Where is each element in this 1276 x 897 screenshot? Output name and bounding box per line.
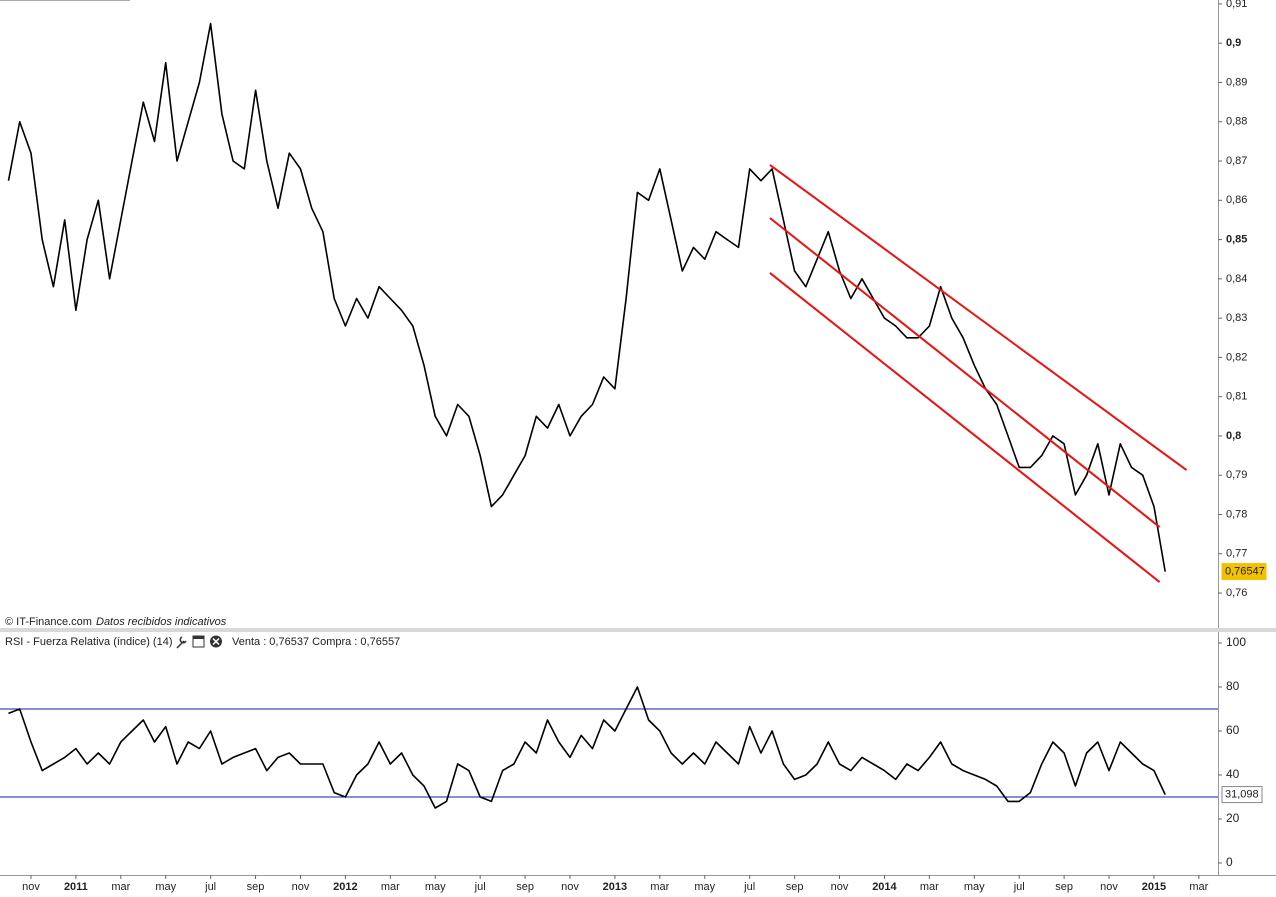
rsi-header bbox=[0, 632, 1218, 651]
x-tick-label: sep bbox=[247, 881, 265, 893]
window-icon-bar bbox=[193, 636, 204, 639]
x-tick-label: 2013 bbox=[603, 881, 627, 893]
settings-icon[interactable] bbox=[176, 636, 187, 649]
y-tick-label: 0,87 bbox=[1226, 155, 1247, 167]
x-tick-label: mar bbox=[111, 881, 130, 893]
channel-line bbox=[769, 164, 1188, 471]
x-tick-label: jul bbox=[1013, 881, 1025, 893]
y-tick-label: 0,76 bbox=[1226, 587, 1247, 599]
y-tick-label: 20 bbox=[1226, 811, 1240, 825]
source: © IT-Finance.com bbox=[5, 616, 92, 628]
rsi-tools[interactable] bbox=[176, 635, 222, 649]
x-tick-label: 2011 bbox=[64, 881, 88, 893]
y-tick-label: 0,88 bbox=[1226, 116, 1247, 128]
rsi-title: RSI - Fuerza Relativa (índice) (14) bbox=[5, 636, 173, 648]
x-tick-label: may bbox=[155, 881, 176, 893]
close-icon-x bbox=[212, 637, 220, 646]
x-tick-label: may bbox=[694, 881, 715, 893]
x-tick-label: sep bbox=[786, 881, 804, 893]
x-tick-label: 2014 bbox=[872, 881, 897, 893]
last-value-box bbox=[1221, 786, 1263, 804]
x-tick-label: sep bbox=[1055, 881, 1073, 893]
x-tick-label: sep bbox=[516, 881, 534, 893]
y-tick-label: 0 bbox=[1226, 855, 1233, 869]
quote: Venta : 0,76537 Compra : 0,76557 bbox=[232, 636, 400, 648]
y-tick-label: 100 bbox=[1226, 635, 1246, 649]
channel-line bbox=[769, 217, 1161, 528]
x-tick-label: nov bbox=[22, 881, 40, 893]
x-tick-label: may bbox=[964, 881, 985, 893]
x-tick-label: 2015 bbox=[1142, 881, 1166, 893]
series-line bbox=[8, 686, 1166, 809]
series-line bbox=[7, 22, 1166, 572]
y-tick-label: 0,79 bbox=[1226, 469, 1247, 481]
x-tick-label: mar bbox=[920, 881, 939, 893]
x-tick-label: may bbox=[425, 881, 446, 893]
x-tick-label: jul bbox=[204, 881, 216, 893]
y-tick-label: 0,83 bbox=[1226, 312, 1247, 324]
last-value-label: 0,76547 bbox=[1225, 565, 1265, 577]
x-tick-label: jul bbox=[474, 881, 486, 893]
y-tick-label: 60 bbox=[1226, 723, 1240, 737]
x-tick-label: nov bbox=[1100, 881, 1118, 893]
last-value-box bbox=[1221, 563, 1267, 581]
x-tick-label: mar bbox=[1189, 881, 1208, 893]
y-tick-label: 0,86 bbox=[1226, 194, 1247, 206]
x-tick-label: nov bbox=[561, 881, 579, 893]
y-tick-label: 0,78 bbox=[1226, 508, 1247, 520]
y-tick-label: 0,85 bbox=[1226, 233, 1247, 245]
y-tick-label: 0,81 bbox=[1226, 391, 1247, 403]
x-tick-label: 2012 bbox=[333, 881, 357, 893]
note: Datos recibidos indicativos bbox=[96, 616, 227, 628]
x-tick-label: nov bbox=[292, 881, 310, 893]
y-tick-label: 0,91 bbox=[1226, 0, 1247, 10]
y-tick-label: 0,8 bbox=[1226, 430, 1241, 442]
y-tick-label: 80 bbox=[1226, 679, 1240, 693]
y-tick-label: 0,77 bbox=[1226, 548, 1247, 560]
y-tick-label: 0,89 bbox=[1226, 76, 1247, 88]
y-tick-label: 0,9 bbox=[1226, 37, 1241, 49]
y-tick-label: 40 bbox=[1226, 767, 1240, 781]
y-tick-label: 0,82 bbox=[1226, 351, 1247, 363]
panel-divider bbox=[0, 628, 1276, 632]
y-tick-label: 0,84 bbox=[1226, 273, 1247, 285]
last-value-label: 31,098 bbox=[1225, 788, 1259, 800]
channel-line bbox=[769, 272, 1161, 583]
x-tick-label: nov bbox=[831, 881, 849, 893]
x-tick-label: jul bbox=[743, 881, 755, 893]
x-tick-label: mar bbox=[650, 881, 669, 893]
x-tick-label: mar bbox=[381, 881, 400, 893]
